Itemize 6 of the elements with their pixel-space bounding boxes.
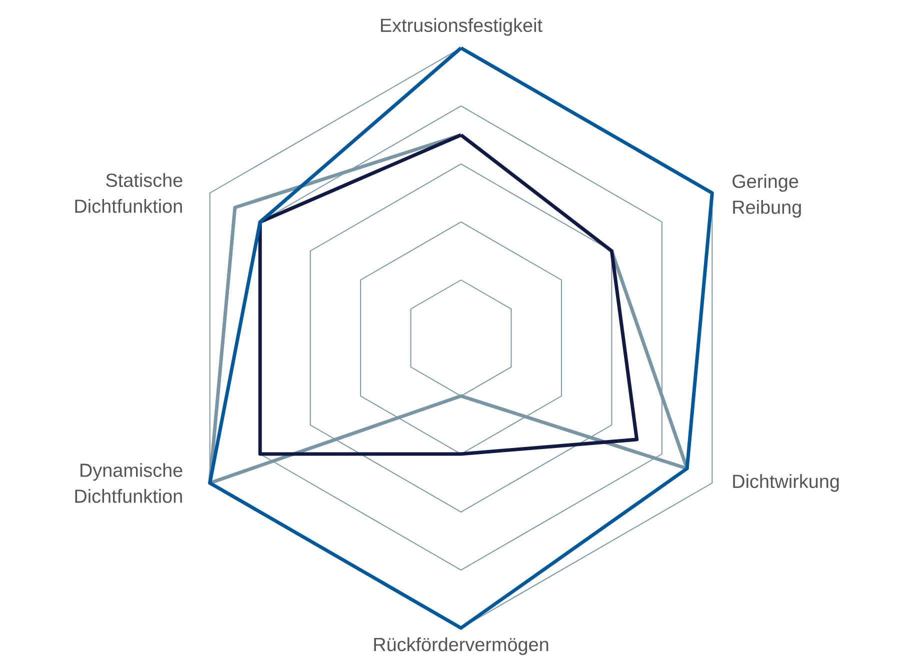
spoke-label: Geringe Reibung [732, 174, 801, 218]
spoke-label: Extrusionsfestigkeit [381, 18, 542, 36]
spoke-label: Rückfördervermögen [374, 637, 548, 655]
spoke-label: Statische Dichtfunktion [75, 173, 182, 213]
spoke-label: Dynamische Dichtfunktion [75, 463, 182, 503]
spoke-label: Dichtwirkung [733, 474, 839, 492]
